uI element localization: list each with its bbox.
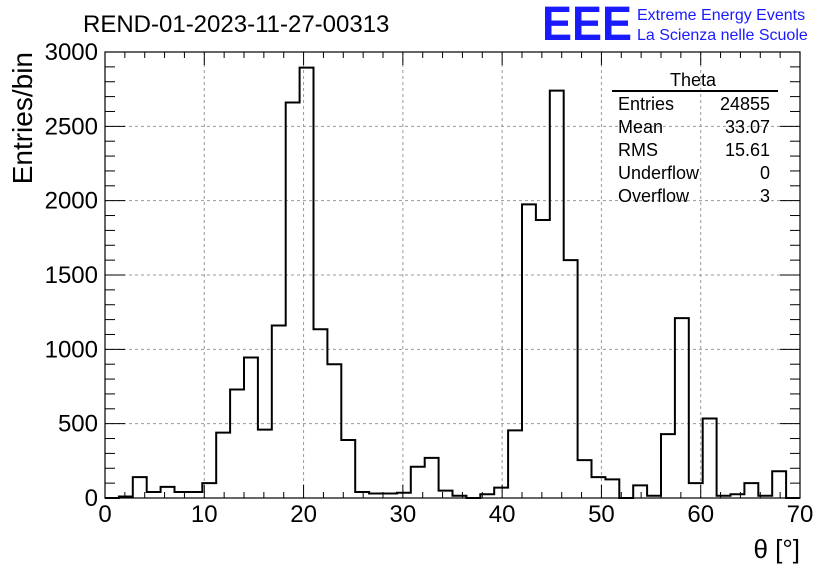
chart-title: REND-01-2023-11-27-00313 (83, 11, 389, 38)
y-tick-label: 1000 (45, 336, 98, 363)
stats-box: Theta Entries 24855 Mean 33.07 RMS 15.61… (612, 70, 778, 206)
axis-ticks (104, 51, 801, 499)
x-axis-label: θ [°] (753, 534, 800, 564)
y-tick-label: 1500 (45, 262, 98, 289)
stats-label-overflow: Overflow (618, 186, 690, 206)
x-tick-label: 40 (489, 501, 516, 528)
stats-label-mean: Mean (618, 117, 663, 137)
y-tick-label: 2000 (45, 188, 98, 215)
y-tick-label: 2500 (45, 113, 98, 140)
stats-title: Theta (670, 70, 717, 90)
stats-label-entries: Entries (618, 94, 674, 114)
y-tick-label: 3000 (45, 39, 98, 66)
grid-lines (105, 52, 800, 498)
x-tick-label: 10 (191, 501, 218, 528)
stats-value-rms: 15.61 (725, 140, 770, 160)
eee-line-2: La Scienza nelle Scuole (637, 27, 808, 44)
x-tick-label: 20 (290, 501, 317, 528)
histogram-outline (105, 66, 800, 499)
stats-label-underflow: Underflow (618, 163, 700, 183)
x-tick-label: 60 (687, 501, 714, 528)
stats-value-overflow: 3 (760, 186, 770, 206)
stats-value-mean: 33.07 (725, 117, 770, 137)
stats-value-entries: 24855 (720, 94, 770, 114)
stats-label-rms: RMS (618, 140, 658, 160)
y-axis-label: Entries/bin (7, 52, 38, 184)
stats-value-underflow: 0 (760, 163, 770, 183)
x-tick-label: 30 (390, 501, 417, 528)
y-tick-label: 500 (58, 411, 98, 438)
x-tick-label: 0 (98, 501, 111, 528)
x-tick-label: 70 (787, 501, 814, 528)
y-tick-label: 0 (85, 485, 98, 512)
eee-line-1: Extreme Energy Events (637, 7, 805, 24)
eee-logo-text: EEE (542, 0, 632, 51)
eee-logo: EEE Extreme Energy Events La Scienza nel… (542, 0, 808, 51)
x-tick-label: 50 (588, 501, 615, 528)
